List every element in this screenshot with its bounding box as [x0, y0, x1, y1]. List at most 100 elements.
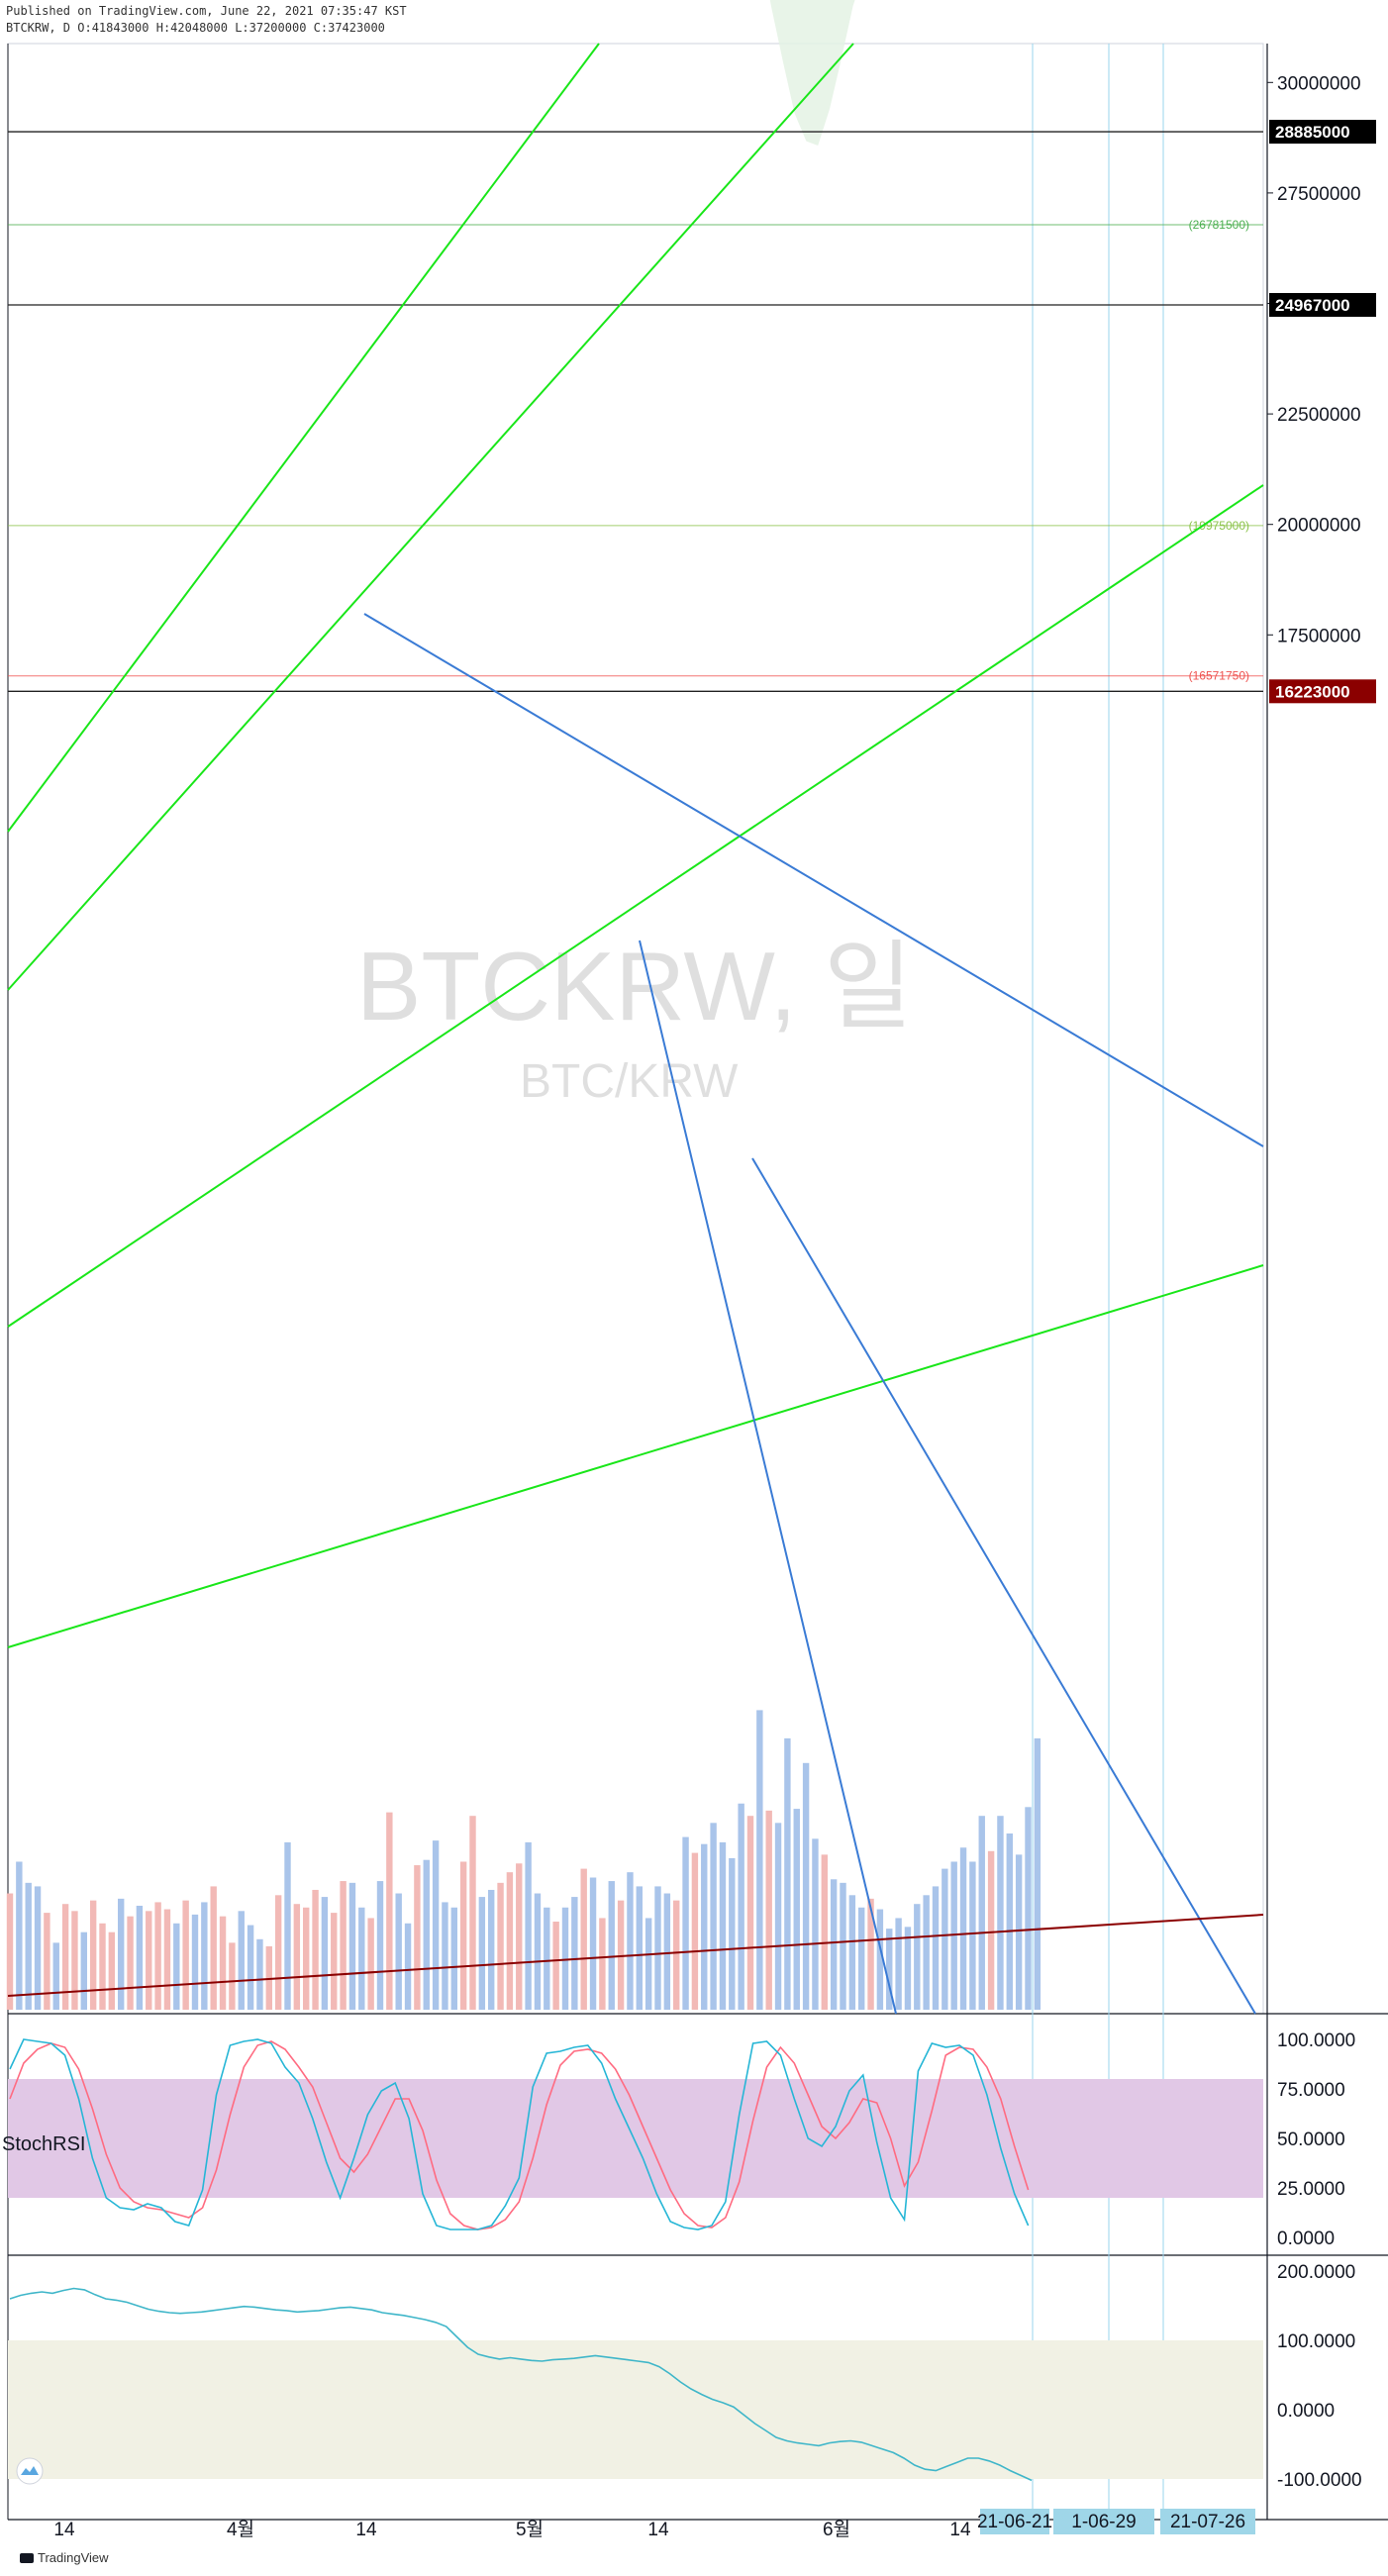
volume-bar	[44, 1913, 50, 2010]
volume-bar	[321, 1897, 329, 2010]
volume-bar	[154, 1902, 161, 2010]
volume-bar	[191, 1914, 199, 2010]
volume-bar	[802, 1762, 810, 2010]
time-tick-label: 6월	[823, 2519, 850, 2540]
volume-bar	[450, 1907, 457, 2010]
volume-bar	[219, 1916, 227, 2010]
stochrsi-tick-label: 0.0000	[1277, 2229, 1335, 2249]
volume-bar	[1006, 1833, 1013, 2010]
volume-bar	[99, 1923, 106, 2010]
volume-bar	[544, 1907, 550, 2010]
trend-line	[363, 613, 1264, 1147]
volume-bar	[774, 1823, 782, 2010]
volume-bar	[746, 1816, 754, 2010]
trend-line	[639, 940, 897, 2015]
volume-bar	[25, 1882, 32, 2010]
volume-bar	[274, 1895, 282, 2010]
cci-band	[8, 2340, 1263, 2479]
volume-bar	[404, 1923, 412, 2010]
volume-bar	[571, 1897, 578, 2010]
stochrsi-tick-label: 100.0000	[1277, 2031, 1355, 2051]
volume-bar	[617, 1900, 625, 2010]
volume-bar	[738, 1803, 744, 2010]
price-tag-label: 24967000	[1275, 296, 1350, 315]
brand-label: TradingView	[38, 2550, 109, 2565]
stochrsi-tick-label: 50.0000	[1277, 2130, 1345, 2150]
volume-bar	[848, 1895, 856, 2010]
volume-bar	[580, 1868, 587, 2010]
volume-bar	[812, 1838, 819, 2010]
price-tag-box	[1269, 292, 1376, 317]
date-tag-label: 21-06-21	[977, 2512, 1052, 2532]
time-tick-label: 14	[647, 2520, 669, 2540]
volume-bar	[793, 1809, 800, 2010]
volume-bar	[765, 1810, 772, 2010]
volume-bar	[478, 1897, 486, 2010]
trend-line	[7, 1914, 1264, 1997]
level-label: (26781500)	[1189, 218, 1249, 232]
price-tags: 6598500049682000495830004399800043177000…	[1269, 120, 1376, 704]
watermark-symbol: BTCKRW, 일	[356, 932, 913, 1040]
volume-bar	[561, 1907, 569, 2010]
volume-bar	[6, 1893, 14, 2010]
volume-bar	[367, 1918, 374, 2010]
volume-bar	[358, 1907, 365, 2010]
cci-tick-label: 100.0000	[1277, 2331, 1355, 2352]
volume-bar	[442, 1902, 448, 2010]
stochrsi-tick-label: 25.0000	[1277, 2179, 1345, 2200]
volume-bar	[16, 1861, 23, 2010]
volume-bar	[886, 1929, 893, 2010]
volume-bar	[1015, 1854, 1023, 2010]
price-tag-label: 16223000	[1275, 682, 1350, 701]
date-tag-box	[980, 2509, 1049, 2534]
level-label: (19975000)	[1189, 519, 1249, 533]
trend-line	[7, 43, 854, 991]
volume-bar	[756, 1710, 763, 2010]
price-tag-box	[1269, 679, 1376, 704]
volume-bar	[340, 1881, 347, 2010]
volume-bar	[821, 1854, 828, 2010]
price-tick-label: 20000000	[1277, 516, 1361, 537]
volume-bar	[238, 1911, 245, 2010]
time-tick-label: 14	[949, 2520, 971, 2540]
volume-bar	[1025, 1807, 1032, 2010]
volume-bar	[534, 1893, 542, 2010]
volume-bar	[386, 1812, 393, 2010]
volume-bar	[644, 1918, 652, 2010]
volume-bar	[146, 1911, 152, 2010]
watermark-pair: BTC/KRW	[520, 1055, 739, 1108]
volume-bar	[1034, 1737, 1041, 2010]
bollinger-cloud	[769, 0, 855, 146]
volume-bar	[914, 1904, 921, 2010]
level-label: (16571750)	[1189, 669, 1249, 683]
stochrsi-k-line	[9, 2038, 1030, 2230]
chart-header-published: Published on TradingView.com, June 22, 2…	[6, 4, 407, 18]
time-tick-label: 5월	[516, 2519, 544, 2540]
trend-lines[interactable]	[7, 43, 1264, 2015]
price-tick-label: 30000000	[1277, 73, 1361, 94]
volume-bar	[950, 1861, 957, 2010]
volume-bar	[506, 1872, 514, 2010]
watermark: BTCKRW, 일 BTC/KRW	[356, 932, 913, 1108]
date-tag-box	[1053, 2509, 1154, 2534]
tradingview-brand[interactable]: TradingView	[20, 2550, 109, 2565]
volume-bar	[867, 1898, 874, 2010]
volume-bar	[923, 1895, 930, 2010]
tradingview-logo-icon	[20, 2552, 34, 2563]
volume-bars	[6, 1710, 1041, 2010]
cci-line	[9, 2287, 1033, 2482]
volume-bar	[395, 1893, 402, 2010]
time-tick-label: 14	[355, 2520, 377, 2540]
settings-icon[interactable]	[16, 2457, 44, 2485]
price-tag-box	[1269, 120, 1376, 145]
volume-bar	[432, 1840, 440, 2010]
volume-bar	[80, 1932, 87, 2010]
volume-bar	[34, 1886, 42, 2010]
stochrsi-d-line	[9, 2040, 1030, 2230]
volume-bar	[312, 1889, 319, 2010]
volume-bar	[840, 1882, 846, 2010]
chart-header-symbol: BTCKRW, D O:41843000 H:42048000 L:372000…	[6, 21, 385, 35]
volume-bar	[118, 1898, 125, 2010]
volume-bar	[469, 1816, 476, 2010]
